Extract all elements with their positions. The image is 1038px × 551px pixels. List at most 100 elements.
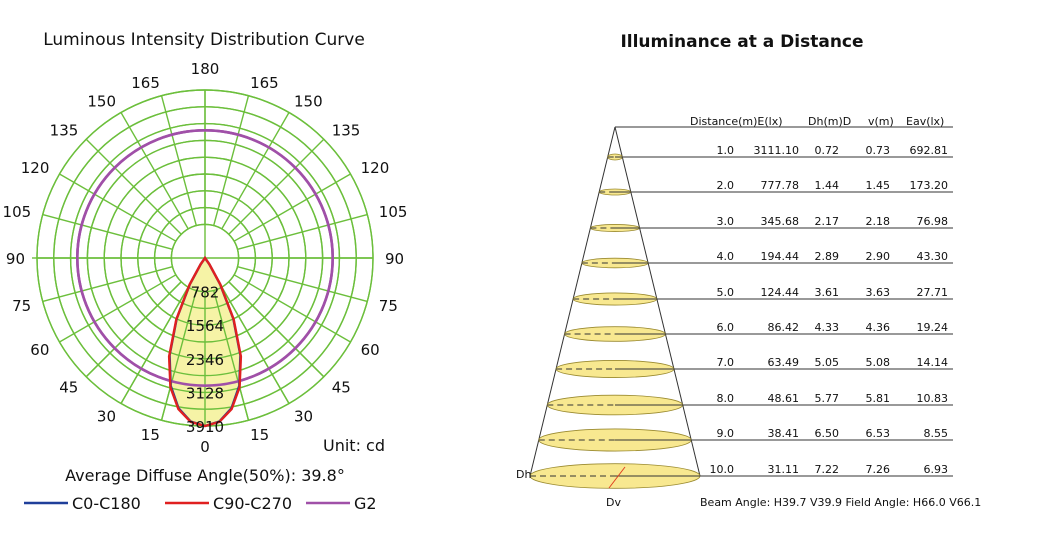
table-cell: 5.05 <box>815 356 840 369</box>
table-cell: 86.42 <box>768 321 800 334</box>
radial-tick-label: 2346 <box>186 351 224 369</box>
table-cell: 5.0 <box>717 286 735 299</box>
table-cell: 10.0 <box>710 463 735 476</box>
table-cell: 19.24 <box>917 321 949 334</box>
angle-label: 135 <box>50 121 79 139</box>
table-cell: 48.61 <box>768 392 800 405</box>
table-cell: 124.44 <box>761 286 800 299</box>
beam-angle-footer: Beam Angle: H39.7 V39.9 Field Angle: H66… <box>700 496 981 509</box>
angle-label: 90 <box>385 250 404 268</box>
cone-edge <box>529 126 616 477</box>
table-cell: 777.78 <box>761 179 800 192</box>
table-cell: 1.45 <box>866 179 891 192</box>
polar-ring <box>86 139 324 377</box>
table-cell: 6.50 <box>815 427 840 440</box>
table-cell: 4.33 <box>815 321 840 334</box>
table-cell: 5.77 <box>815 392 840 405</box>
table-cell: 2.17 <box>815 215 840 228</box>
illuminance-cone: Distance(m)E(lx) Dh(m)D v(m) Eav(lx) 1.0 3111… <box>516 115 953 509</box>
average-diffuse-angle: Average Diffuse Angle(50%): 39.8° <box>65 466 345 485</box>
radial-tick-label: 3910 <box>186 418 224 436</box>
unit-label: Unit: cd <box>323 436 385 455</box>
angle-label: 105 <box>3 203 32 221</box>
table-cell: 1.44 <box>815 179 840 192</box>
table-cell: 2.90 <box>866 250 891 263</box>
table-cell: 0.72 <box>815 144 840 157</box>
table-cell: 38.41 <box>768 427 800 440</box>
angle-label: 180 <box>191 60 220 78</box>
table-cell: 8.0 <box>717 392 735 405</box>
table-cell: 9.0 <box>717 427 735 440</box>
legend-label: G2 <box>354 494 377 513</box>
table-cell: 3.0 <box>717 215 735 228</box>
angle-label: 150 <box>87 92 116 110</box>
angle-label: 60 <box>361 341 380 359</box>
angle-label: 120 <box>361 159 390 177</box>
table-cell: 10.83 <box>917 392 949 405</box>
angle-label: 150 <box>294 92 323 110</box>
angle-label: 15 <box>250 426 269 444</box>
cone-edge <box>614 126 701 477</box>
angle-label: 75 <box>379 297 398 315</box>
dv-indicator-line <box>608 466 626 489</box>
legend-label: C0-C180 <box>72 494 141 513</box>
polar-ring <box>137 190 273 326</box>
table-cell: 7.0 <box>717 356 735 369</box>
angle-label: 45 <box>59 379 78 397</box>
radial-tick-label: 1564 <box>186 317 224 335</box>
angle-label: 120 <box>21 159 50 177</box>
table-cell: 7.22 <box>815 463 840 476</box>
polar-ring <box>170 223 240 293</box>
polar-ring <box>53 106 357 410</box>
angle-label: 30 <box>294 408 313 426</box>
dh-label: Dh <box>516 468 531 481</box>
table-cell: 2.0 <box>717 179 735 192</box>
table-cell: 345.68 <box>761 215 800 228</box>
table-cell: 6.0 <box>717 321 735 334</box>
legend: C0-C180 C90-C270 G2 <box>24 494 377 513</box>
table-cell: 0.73 <box>866 144 891 157</box>
table-cell: 5.81 <box>866 392 891 405</box>
dv-label: Dv <box>606 496 621 509</box>
table-cell: 5.08 <box>866 356 891 369</box>
polar-chart: 782 1564 2346 3128 3910 0 15 30 45 60 75 90 105 120 13… <box>3 60 408 456</box>
angle-label: 75 <box>12 297 31 315</box>
polar-ring <box>69 122 341 394</box>
angle-label: 135 <box>332 121 361 139</box>
table-cell: 3111.10 <box>754 144 800 157</box>
angle-label: 0 <box>200 438 210 456</box>
table-cell: 63.49 <box>768 356 800 369</box>
table-cell: 76.98 <box>917 215 949 228</box>
angle-label: 60 <box>30 341 49 359</box>
table-cell: 4.0 <box>717 250 735 263</box>
header-dh-d: Dh(m)D <box>808 115 851 128</box>
table-cell: 4.36 <box>866 321 891 334</box>
angle-label: 90 <box>6 250 25 268</box>
table-cell: 1.0 <box>717 144 735 157</box>
table-cell: 2.89 <box>815 250 840 263</box>
header-eav: Eav(lx) <box>906 115 944 128</box>
series-g2-curve <box>76 129 334 387</box>
table-cell: 3.63 <box>866 286 891 299</box>
table-cell: 43.30 <box>917 250 949 263</box>
angle-label: 30 <box>97 408 116 426</box>
table-cell: 6.53 <box>866 427 891 440</box>
table-cell: 692.81 <box>910 144 949 157</box>
table-cell: 14.14 <box>917 356 949 369</box>
angle-label: 165 <box>131 74 160 92</box>
table-cell: 27.71 <box>917 286 949 299</box>
table-cell: 3.61 <box>815 286 840 299</box>
angle-label: 15 <box>141 426 160 444</box>
table-cell: 194.44 <box>761 250 800 263</box>
illuminance-title: Illuminance at a Distance <box>620 32 863 52</box>
angle-label: 45 <box>332 379 351 397</box>
table-cell: 2.18 <box>866 215 891 228</box>
angle-label: 165 <box>250 74 279 92</box>
polar-ring <box>153 206 257 310</box>
polar-ring <box>120 173 290 343</box>
radial-tick-label: 782 <box>191 284 220 302</box>
table-cell: 173.20 <box>910 179 949 192</box>
radial-tick-label: 3128 <box>186 384 224 402</box>
angle-label: 105 <box>379 203 408 221</box>
